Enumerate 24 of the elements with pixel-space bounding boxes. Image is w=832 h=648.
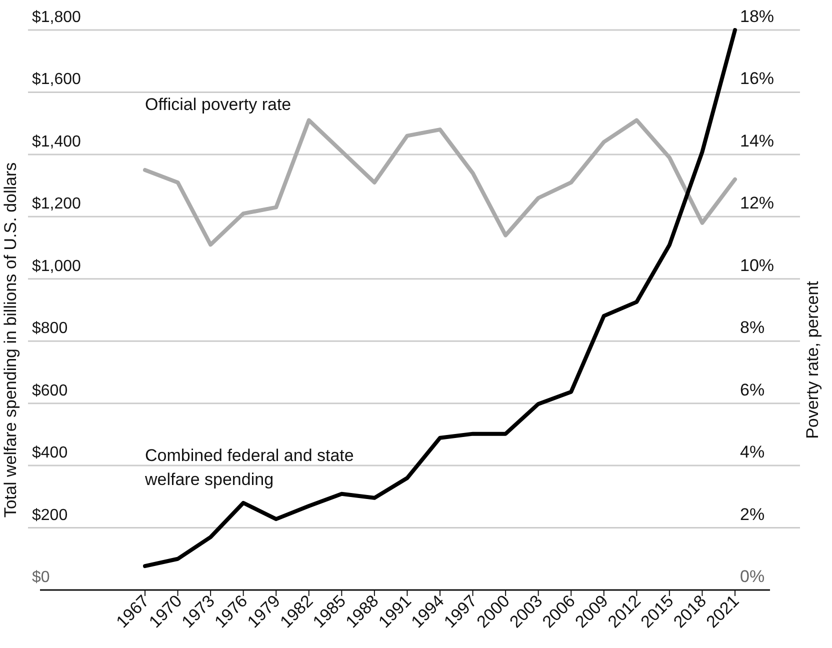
y2-tick-label: 2% — [740, 504, 765, 524]
y2-tick-label: 4% — [740, 442, 765, 462]
y-tick-label: $800 — [32, 320, 68, 338]
y-axis-title: Total welfare spending in billions of U.S. dollars — [1, 162, 20, 518]
y2-tick-label: 6% — [740, 380, 765, 400]
series-label: Official poverty rate — [145, 95, 292, 114]
y2-axis-title: Poverty rate, percent — [803, 280, 822, 439]
y-tick-label: $0 — [32, 569, 50, 586]
y2-tick-label: 14% — [740, 131, 774, 150]
y-tick-label: $200 — [32, 506, 68, 524]
y2-tick-label: 8% — [740, 318, 765, 338]
series-label: Combined federal and state welfare spending — [144, 446, 354, 489]
y-tick-label: $1,400 — [32, 133, 82, 150]
y2-tick-label: 16% — [740, 69, 774, 88]
y2-tick-label: 10% — [740, 256, 774, 275]
y-tick-label: $600 — [32, 382, 68, 400]
y-tick-label: $1,800 — [32, 9, 82, 26]
y-tick-label: $1,600 — [32, 71, 82, 88]
y2-tick-label: 12% — [740, 194, 774, 213]
y-tick-label: $400 — [32, 444, 68, 462]
y2-tick-label: 18% — [740, 7, 774, 26]
y-tick-label: $1,200 — [32, 196, 82, 213]
y2-tick-label: 0% — [740, 567, 765, 586]
y-tick-label: $1,000 — [32, 258, 82, 275]
